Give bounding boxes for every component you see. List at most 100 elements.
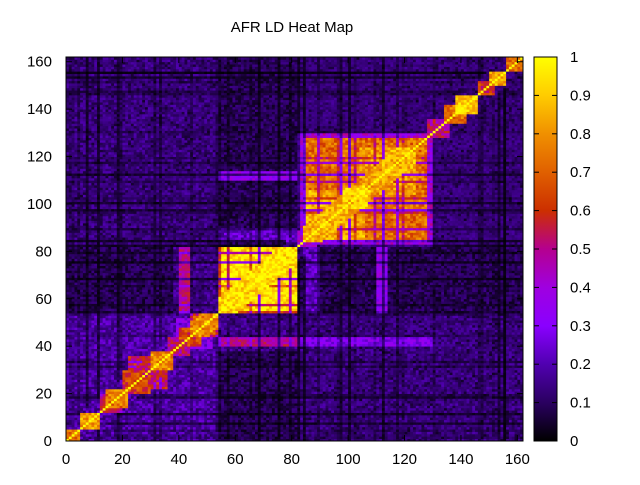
heatmap-cell xyxy=(173,400,177,404)
heatmap-cell xyxy=(150,379,154,383)
heatmap-cell xyxy=(111,381,115,385)
heatmap-cell xyxy=(432,367,436,371)
heatmap-cell xyxy=(198,386,202,390)
heatmap-cell xyxy=(370,438,374,442)
heatmap-cell xyxy=(88,431,92,435)
heatmap-cell xyxy=(308,412,312,416)
heatmap-cell xyxy=(212,395,216,399)
heatmap-cell xyxy=(176,412,180,416)
heatmap-cell xyxy=(480,391,484,394)
heatmap-cell xyxy=(342,367,346,371)
heatmap-cell xyxy=(466,377,470,380)
heatmap-cell xyxy=(362,374,366,378)
heatmap-cell xyxy=(133,384,137,387)
heatmap-cell xyxy=(184,422,188,425)
heatmap-cell xyxy=(396,407,400,411)
heatmap-cell xyxy=(170,393,174,397)
heatmap-cell xyxy=(418,379,422,383)
heatmap-cell xyxy=(458,369,462,373)
heatmap-cell xyxy=(483,388,487,392)
heatmap-cell xyxy=(66,377,70,380)
heatmap-cell xyxy=(283,391,287,394)
heatmap-cell xyxy=(396,391,400,394)
heatmap-cell xyxy=(255,414,259,418)
heatmap-cell xyxy=(427,372,431,376)
heatmap-cell xyxy=(125,400,129,404)
heatmap-cell xyxy=(384,412,388,416)
heatmap-cell xyxy=(503,398,507,402)
heatmap-cell xyxy=(379,403,383,406)
heatmap-cell xyxy=(223,379,228,383)
heatmap-cell xyxy=(159,431,163,435)
heatmap-cell xyxy=(331,398,335,402)
heatmap-cell xyxy=(269,405,273,409)
heatmap-cell xyxy=(393,374,397,378)
heatmap-cell xyxy=(201,438,205,442)
heatmap-cell xyxy=(331,433,335,437)
heatmap-cell xyxy=(257,372,262,376)
heatmap-cell xyxy=(286,433,290,437)
heatmap-cell xyxy=(266,374,270,378)
heatmap-cell xyxy=(271,422,276,425)
heatmap-cell xyxy=(333,412,338,416)
heatmap-cell xyxy=(460,372,465,376)
heatmap-cell xyxy=(460,438,465,442)
heatmap-cell xyxy=(88,395,92,399)
heatmap-cell xyxy=(333,398,338,402)
heatmap-cell xyxy=(164,386,168,390)
heatmap-cell xyxy=(472,388,476,392)
heatmap-cell xyxy=(494,417,499,421)
heatmap-cell xyxy=(489,422,493,425)
heatmap-cell xyxy=(156,431,160,435)
heatmap-cell xyxy=(384,386,388,390)
heatmap-cell xyxy=(257,426,262,430)
heatmap-cell xyxy=(176,436,180,440)
heatmap-cell xyxy=(212,379,216,383)
heatmap-cell xyxy=(243,438,247,442)
heatmap-cell xyxy=(328,419,332,423)
heatmap-cell xyxy=(339,369,343,373)
heatmap-cell xyxy=(122,431,126,435)
heatmap-cell xyxy=(435,377,439,380)
heatmap-cell xyxy=(161,367,166,371)
heatmap-cell xyxy=(68,398,73,402)
heatmap-cell xyxy=(486,436,490,440)
heatmap-cell xyxy=(125,405,129,409)
heatmap-cell xyxy=(192,436,197,440)
heatmap-cell xyxy=(339,395,343,399)
heatmap-cell xyxy=(432,379,436,383)
heatmap-cell xyxy=(491,395,496,399)
heatmap-cell xyxy=(410,431,414,435)
heatmap-cell xyxy=(393,419,397,423)
heatmap-cell xyxy=(252,431,256,435)
heatmap-cell xyxy=(393,381,397,385)
heatmap-cell xyxy=(435,367,439,371)
heatmap-cell xyxy=(305,429,309,432)
heatmap-cell xyxy=(444,400,448,404)
heatmap-cell xyxy=(235,393,239,397)
heatmap-cell xyxy=(88,419,92,423)
heatmap-cell xyxy=(173,379,177,383)
heatmap-cell xyxy=(435,424,439,428)
heatmap-cell xyxy=(506,410,510,413)
heatmap-cell xyxy=(218,398,222,402)
heatmap-cell xyxy=(111,431,115,435)
heatmap-cell xyxy=(342,372,346,376)
heatmap-cell xyxy=(102,386,106,390)
heatmap-cell xyxy=(269,433,273,437)
heatmap-cell xyxy=(446,412,451,416)
heatmap-cell xyxy=(314,414,318,418)
heatmap-cell xyxy=(404,393,408,397)
heatmap-cell xyxy=(246,369,250,373)
heatmap-cell xyxy=(362,436,366,440)
heatmap-cell xyxy=(280,386,284,390)
heatmap-cell xyxy=(128,410,132,413)
heatmap-cell xyxy=(460,395,465,399)
heatmap-cell xyxy=(125,393,129,397)
heatmap-cell xyxy=(325,391,329,394)
heatmap-cell xyxy=(99,438,104,442)
heatmap-cell xyxy=(74,426,78,430)
heatmap-cell xyxy=(458,424,462,428)
heatmap-cell xyxy=(494,431,499,435)
heatmap-cell xyxy=(102,426,106,430)
